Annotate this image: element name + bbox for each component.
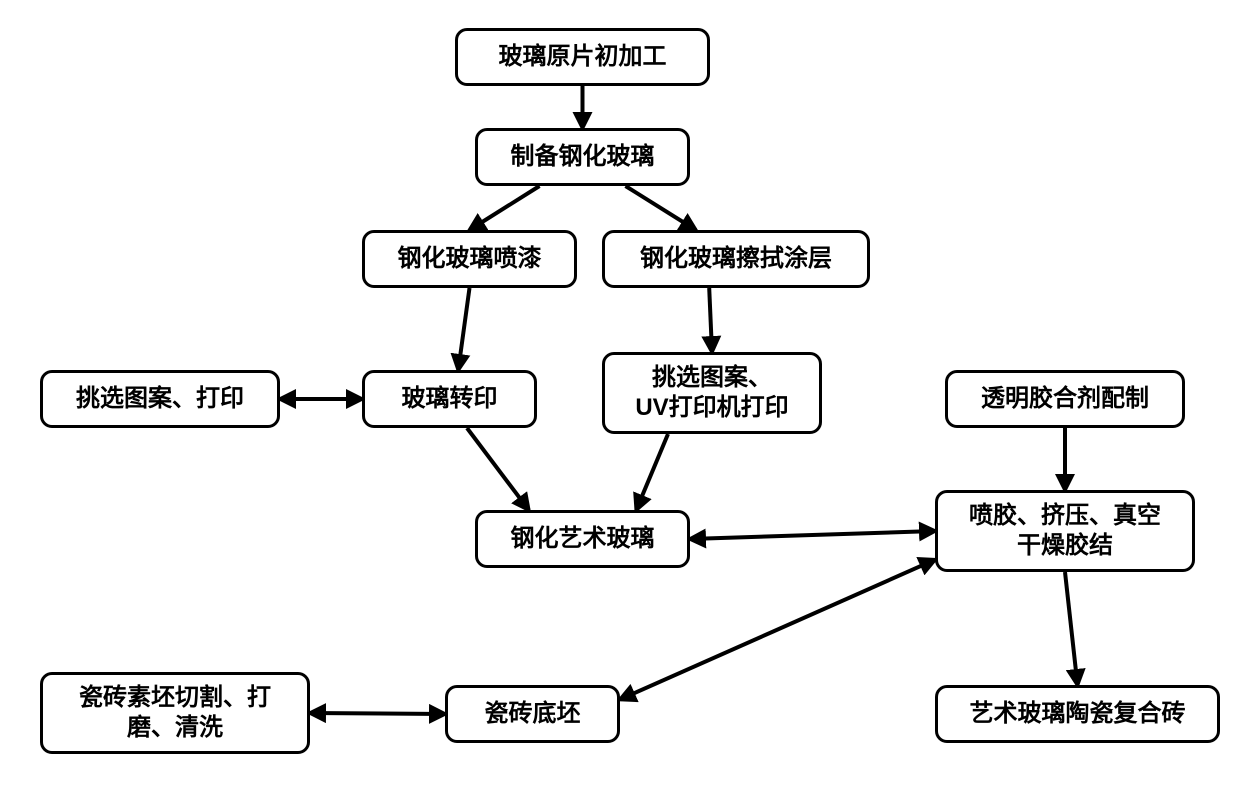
edge-n12-n10 <box>620 560 935 700</box>
flow-node-n12: 瓷砖底坯 <box>445 685 620 743</box>
edge-n7-n9 <box>636 434 668 510</box>
flow-node-n11: 瓷砖素坯切割、打 磨、清洗 <box>40 672 310 754</box>
edge-n2-n3 <box>470 186 540 230</box>
flow-node-n2: 制备钢化玻璃 <box>475 128 690 186</box>
flow-node-n6: 玻璃转印 <box>362 370 537 428</box>
flow-node-n10: 喷胶、挤压、真空 干燥胶结 <box>935 490 1195 572</box>
flow-node-n1: 玻璃原片初加工 <box>455 28 710 86</box>
edge-n3-n6 <box>458 288 469 370</box>
flow-node-n3: 钢化玻璃喷漆 <box>362 230 577 288</box>
flow-node-n9: 钢化艺术玻璃 <box>475 510 690 568</box>
flow-node-n13: 艺术玻璃陶瓷复合砖 <box>935 685 1220 743</box>
flow-node-n8: 透明胶合剂配制 <box>945 370 1185 428</box>
edge-n4-n7 <box>709 288 712 352</box>
edge-n11-n12 <box>310 713 445 714</box>
edge-n2-n4 <box>626 186 696 230</box>
edge-n6-n9 <box>467 428 529 510</box>
edge-n9-n10 <box>690 531 935 539</box>
flow-node-n7: 挑选图案、 UV打印机打印 <box>602 352 822 434</box>
edge-n10-n13 <box>1065 572 1078 685</box>
flow-node-n5: 挑选图案、打印 <box>40 370 280 428</box>
flow-node-n4: 钢化玻璃擦拭涂层 <box>602 230 870 288</box>
